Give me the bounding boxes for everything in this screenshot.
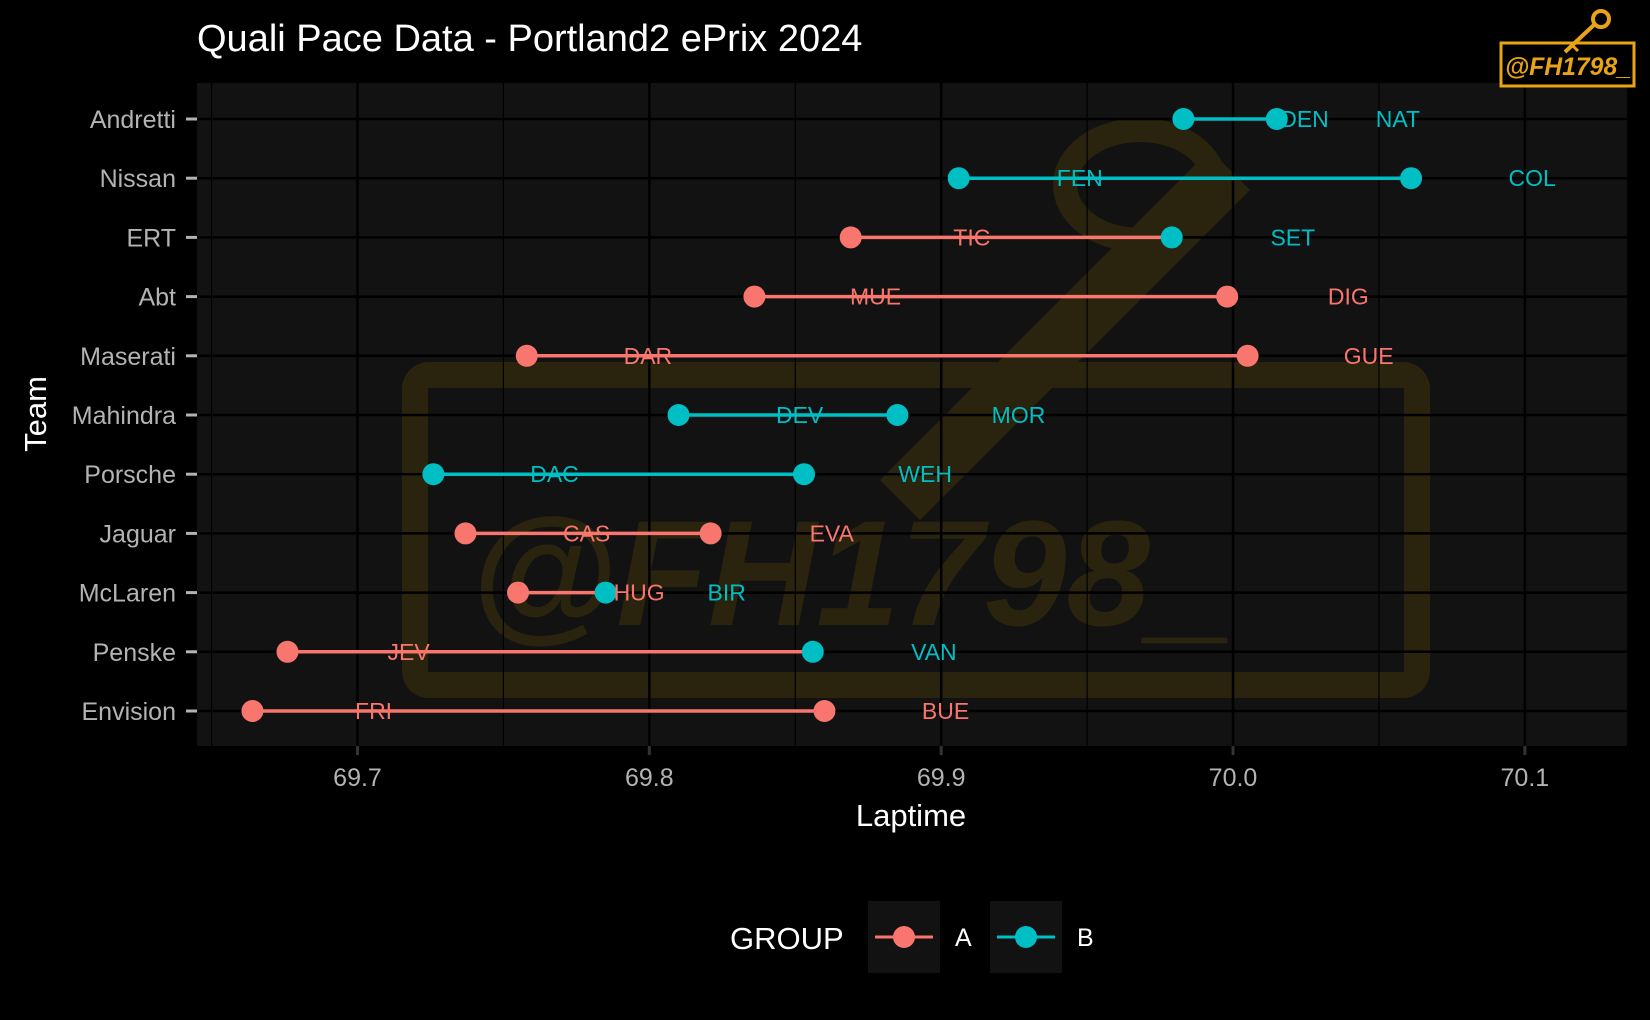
driver-label-start: DAC (530, 461, 579, 487)
start-point (743, 285, 766, 308)
legend-label-a: A (955, 924, 972, 952)
x-tick-label: 70.1 (1501, 764, 1550, 792)
team-label: Maserati (80, 343, 176, 371)
y-axis-title: Team (18, 376, 53, 452)
team-label: Nissan (100, 165, 176, 193)
driver-label-start: FEN (1057, 165, 1103, 191)
driver-label-start: FRI (355, 698, 392, 724)
end-point (793, 463, 816, 486)
start-point (507, 581, 530, 604)
end-point (1236, 344, 1259, 367)
end-point (813, 700, 836, 722)
team-label: Envision (82, 698, 177, 726)
start-point (947, 167, 970, 190)
start-point (515, 344, 538, 367)
legend-label-b: B (1077, 924, 1094, 952)
end-point (1216, 285, 1239, 308)
driver-label-start: TIC (953, 224, 990, 250)
team-label: Andretti (90, 106, 176, 134)
end-point (801, 640, 824, 663)
driver-label-start: MUE (850, 284, 901, 310)
driver-label-start: CAS (563, 520, 610, 546)
driver-label-start: HUG (614, 580, 665, 606)
y-axis: Andretti Nissan ERT Abt Maserati Mahindra Pors… (72, 106, 197, 726)
driver-label-end: NAT (1376, 106, 1420, 132)
legend-title: GROUP (730, 921, 844, 956)
x-tick-label: 69.9 (917, 764, 966, 792)
end-point (1265, 108, 1288, 130)
watermark: @FH1798_ (402, 118, 1430, 698)
driver-label-end: COL (1509, 165, 1557, 191)
chart-title: Quali Pace Data - Portland2 ePrix 2024 (197, 18, 862, 60)
end-point (886, 404, 909, 426)
driver-label-end: SET (1270, 224, 1315, 250)
x-axis: 69.7 69.8 69.9 70.0 70.1 (333, 746, 1549, 792)
team-label: Penske (93, 639, 176, 667)
driver-label-start: DEN (1280, 106, 1329, 132)
start-point (667, 404, 690, 426)
start-point (276, 640, 299, 663)
start-point (1172, 108, 1195, 130)
start-point (422, 463, 445, 486)
svg-text:@FH1798_: @FH1798_ (470, 489, 1233, 657)
driver-label-end: BIR (708, 580, 746, 606)
legend: GROUP A B (730, 901, 1094, 973)
driver-label-end: GUE (1344, 343, 1394, 369)
team-label: ERT (126, 224, 176, 252)
start-point (454, 522, 477, 545)
x-tick-label: 69.7 (333, 764, 382, 792)
team-label: Jaguar (100, 520, 176, 548)
x-tick-label: 70.0 (1209, 764, 1258, 792)
start-point (241, 700, 264, 722)
team-label: Abt (138, 284, 176, 312)
end-point (699, 522, 722, 545)
driver-label-start: DEV (776, 402, 824, 428)
driver-label-start: DAR (624, 343, 673, 369)
driver-label-end: BUE (922, 698, 969, 724)
driver-label-end: VAN (911, 639, 957, 665)
brand-logo: @FH1798_ (1499, 9, 1636, 88)
end-point (594, 581, 617, 604)
key-icon (1563, 9, 1611, 54)
x-axis-title: Laptime (856, 798, 966, 833)
data-marks: DEN NAT FEN COL TIC SET MUE DIG DAR GUE DEV MOR DAC W… (241, 106, 1556, 724)
x-tick-label: 69.8 (625, 764, 674, 792)
legend-key-b-point (1015, 926, 1037, 948)
team-label: McLaren (79, 580, 176, 608)
team-label: Mahindra (72, 402, 176, 430)
end-point (1160, 226, 1183, 249)
end-point (1400, 167, 1423, 190)
driver-label-end: EVA (810, 520, 855, 546)
driver-label-start: JEV (387, 639, 430, 665)
driver-label-end: DIG (1328, 284, 1369, 310)
start-point (839, 226, 862, 249)
logo-text: @FH1798_ (1505, 53, 1631, 81)
driver-label-end: MOR (992, 402, 1046, 428)
legend-key-a-point (893, 926, 915, 948)
team-label: Porsche (84, 461, 176, 489)
driver-label-end: WEH (898, 461, 952, 487)
